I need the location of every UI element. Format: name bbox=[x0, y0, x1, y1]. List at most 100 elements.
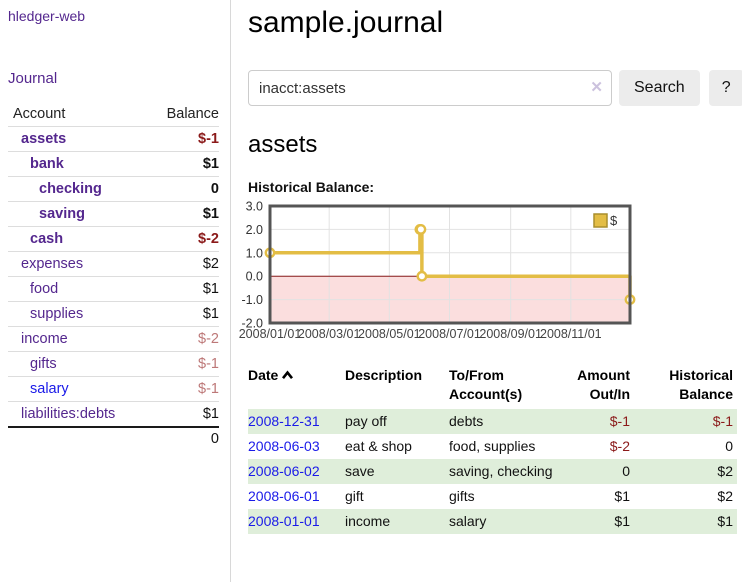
sort-ascending-icon bbox=[281, 366, 294, 385]
svg-text:0.0: 0.0 bbox=[246, 270, 263, 284]
account-link-bank[interactable]: bank bbox=[30, 156, 64, 172]
transaction-description: gift bbox=[345, 488, 364, 504]
help-button[interactable]: ? bbox=[708, 70, 742, 106]
account-link-supplies[interactable]: supplies bbox=[30, 306, 84, 322]
account-balance: $-1 bbox=[198, 381, 219, 397]
account-link-income[interactable]: income bbox=[21, 331, 68, 347]
account-link-cash[interactable]: cash bbox=[30, 231, 64, 247]
transaction-accounts: food, supplies bbox=[449, 438, 536, 454]
svg-text:-2.0: -2.0 bbox=[241, 317, 263, 331]
account-balance: $1 bbox=[202, 406, 219, 422]
transaction-date-link[interactable]: 2008-01-01 bbox=[248, 513, 320, 529]
transaction-balance: $2 bbox=[634, 459, 737, 484]
account-row: assets $-1 bbox=[8, 126, 219, 151]
account-heading: assets bbox=[248, 131, 318, 158]
svg-text:2008/09/01: 2008/09/01 bbox=[479, 327, 542, 341]
account-link-liabilities-debts[interactable]: liabilities:debts bbox=[21, 406, 116, 422]
account-balance: $-2 bbox=[198, 231, 219, 247]
account-row: food $1 bbox=[8, 276, 219, 301]
sidebar: hledger-web Journal Account Balance asse… bbox=[0, 0, 231, 582]
transaction-row: 2008-01-01 income salary $1 $1 bbox=[248, 509, 737, 534]
accounts-total-row: 0 bbox=[8, 426, 219, 450]
transaction-date-link[interactable]: 2008-06-03 bbox=[248, 438, 320, 454]
transaction-row: 2008-12-31 pay off debts $-1 $-1 bbox=[248, 409, 737, 434]
account-row: liabilities:debts $1 bbox=[8, 401, 219, 426]
account-link-expenses[interactable]: expenses bbox=[21, 256, 84, 272]
account-row: saving $1 bbox=[8, 201, 219, 226]
amount-column-header: Amount Out/In bbox=[577, 367, 630, 402]
chart-legend-label: $ bbox=[610, 213, 618, 228]
transaction-description: income bbox=[345, 509, 449, 534]
sidebar-item-journal[interactable]: Journal bbox=[8, 70, 58, 87]
account-link-saving[interactable]: saving bbox=[39, 206, 85, 222]
transaction-balance: $1 bbox=[634, 509, 737, 534]
account-balance: $1 bbox=[202, 281, 219, 297]
account-row: cash $-2 bbox=[8, 226, 219, 251]
search-button[interactable]: Search bbox=[619, 70, 700, 106]
accounts-table: Account Balance assets $-1 bank $1 checking 0… bbox=[8, 103, 219, 450]
transaction-balance: $2 bbox=[717, 488, 733, 504]
accounts-total-value: 0 bbox=[210, 431, 219, 447]
register-header-row: Date Description To/From Account(s) Amou… bbox=[248, 363, 737, 409]
transaction-balance: $-1 bbox=[634, 409, 737, 434]
accounts-rows: assets $-1 bank $1 checking 0 saving $1 cash $-2 e… bbox=[8, 126, 219, 426]
transaction-row: 2008-06-02 save saving, checking 0 $2 bbox=[248, 459, 737, 484]
page-title: sample.journal bbox=[248, 6, 444, 39]
account-row: expenses $2 bbox=[8, 251, 219, 276]
transaction-date-link[interactable]: 2008-06-01 bbox=[248, 488, 320, 504]
account-link-gifts[interactable]: gifts bbox=[30, 356, 57, 372]
svg-text:3.0: 3.0 bbox=[246, 201, 263, 214]
transaction-row: 2008-06-01 gift gifts $1 $2 bbox=[248, 484, 737, 509]
transaction-row: 2008-06-03 eat & shop food, supplies $-2 0 bbox=[248, 434, 737, 459]
account-link-salary[interactable]: salary bbox=[30, 381, 69, 397]
chart-canvas: 3.0 2.0 1.0 0.0 -1.0 -2.02008/01/012008/03/01… bbox=[239, 200, 636, 341]
transaction-accounts: debts bbox=[449, 409, 557, 434]
account-row: supplies $1 bbox=[8, 301, 219, 326]
date-column-header[interactable]: Date bbox=[248, 363, 345, 409]
account-balance: $-2 bbox=[198, 331, 219, 347]
account-balance: $-1 bbox=[198, 131, 219, 147]
account-balance: $1 bbox=[202, 306, 219, 322]
accounts-table-header: Account Balance bbox=[8, 103, 219, 126]
svg-text:1.0: 1.0 bbox=[246, 246, 263, 260]
clear-search-icon[interactable]: ✕ bbox=[590, 79, 603, 96]
transaction-accounts: gifts bbox=[449, 488, 475, 504]
transaction-description: pay off bbox=[345, 409, 449, 434]
account-row: gifts $-1 bbox=[8, 351, 219, 376]
svg-text:2008/05/01: 2008/05/01 bbox=[358, 327, 421, 341]
account-balance: $-1 bbox=[198, 356, 219, 372]
account-balance: 0 bbox=[210, 181, 219, 197]
transaction-accounts: saving, checking bbox=[449, 459, 557, 484]
svg-text:2008/03/01: 2008/03/01 bbox=[298, 327, 361, 341]
description-column-header: Description bbox=[345, 367, 423, 383]
transaction-date-link[interactable]: 2008-12-31 bbox=[248, 413, 320, 429]
account-link-assets[interactable]: assets bbox=[21, 131, 67, 147]
transaction-accounts: salary bbox=[449, 509, 557, 534]
balance-column-header: Balance bbox=[166, 106, 219, 122]
account-row: salary $-1 bbox=[8, 376, 219, 401]
historical-balance-chart: 3.0 2.0 1.0 0.0 -1.0 -2.0 2008/01/01 2008/03/01… bbox=[237, 200, 639, 351]
svg-text:2008/07/01: 2008/07/01 bbox=[418, 327, 481, 341]
transaction-date-link[interactable]: 2008-06-02 bbox=[248, 463, 320, 479]
balance-column-header-register: Historical Balance bbox=[669, 367, 733, 402]
svg-text:2.0: 2.0 bbox=[246, 223, 263, 237]
transaction-amount: $-1 bbox=[557, 409, 634, 434]
account-link-checking[interactable]: checking bbox=[39, 181, 102, 197]
transaction-amount: $1 bbox=[557, 509, 634, 534]
register-table: Date Description To/From Account(s) Amou… bbox=[248, 363, 737, 534]
account-row: income $-2 bbox=[8, 326, 219, 351]
search-bar: ✕ Search ? bbox=[248, 70, 742, 106]
account-balance: $2 bbox=[202, 256, 219, 272]
svg-text:2008/11/01: 2008/11/01 bbox=[540, 327, 602, 341]
transaction-description: save bbox=[345, 459, 449, 484]
accounts-column-header: To/From Account(s) bbox=[449, 367, 523, 402]
account-link-food[interactable]: food bbox=[30, 281, 59, 297]
account-row: bank $1 bbox=[8, 151, 219, 176]
account-balance: $1 bbox=[202, 206, 219, 222]
app-title-link[interactable]: hledger-web bbox=[8, 8, 86, 24]
chart-title: Historical Balance: bbox=[248, 179, 375, 195]
search-input[interactable] bbox=[248, 70, 612, 106]
svg-text:2008/01/01: 2008/01/01 bbox=[239, 327, 302, 341]
transaction-amount: 0 bbox=[557, 459, 634, 484]
transaction-amount: $1 bbox=[614, 488, 630, 504]
